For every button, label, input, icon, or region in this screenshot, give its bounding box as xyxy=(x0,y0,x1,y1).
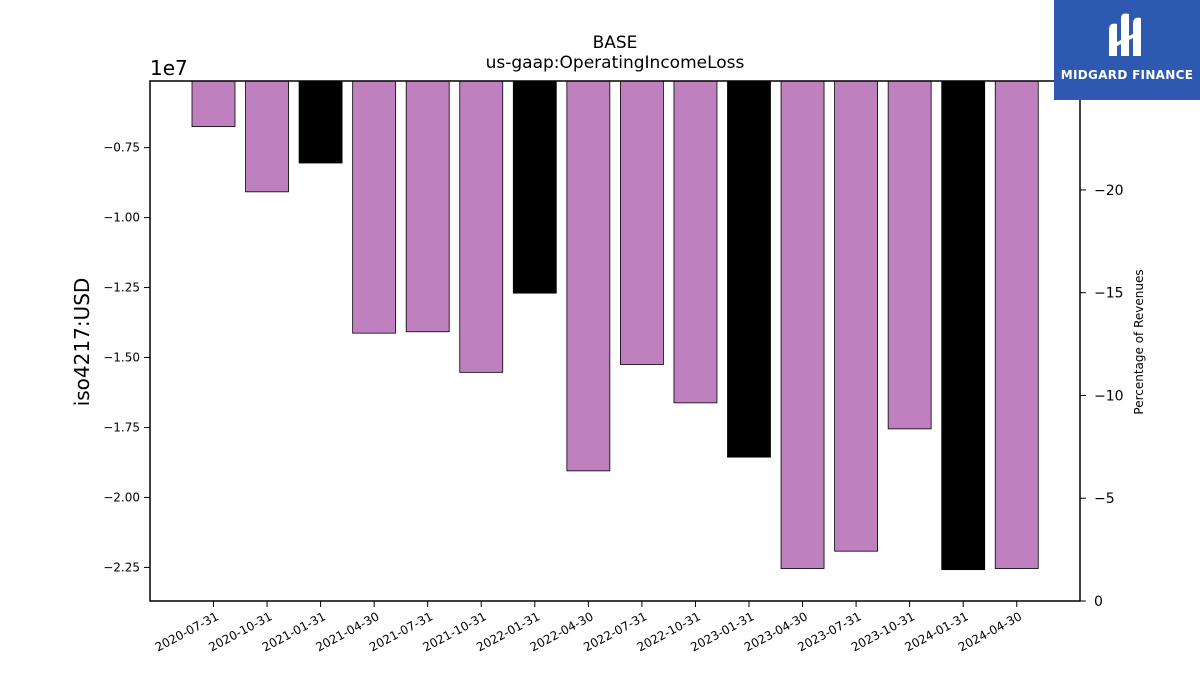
bar xyxy=(245,80,289,193)
bar xyxy=(834,80,878,552)
bars-group xyxy=(191,80,1039,571)
y2-axis-label: Percentage of Revenues xyxy=(1132,269,1146,414)
y2-tick-label: −20 xyxy=(1094,183,1124,199)
y-tick-label: −1.00 xyxy=(103,211,140,225)
y-axis-label: iso4217:USD xyxy=(70,278,94,407)
y-tick-label: −2.00 xyxy=(103,490,140,504)
chart-title: BASE xyxy=(593,33,638,53)
logo-mark-icon xyxy=(1109,13,1141,57)
bar xyxy=(566,80,611,472)
bar xyxy=(191,80,236,128)
bar xyxy=(941,80,986,571)
bar xyxy=(512,80,557,294)
y2-tick-label: −10 xyxy=(1094,388,1124,404)
y2-tick-label: 0 xyxy=(1094,594,1103,610)
bar xyxy=(887,80,932,430)
y2-tick-label: −15 xyxy=(1094,286,1124,302)
bar xyxy=(620,80,664,365)
bar xyxy=(298,80,343,164)
bar xyxy=(673,80,718,404)
bar xyxy=(352,80,397,334)
chart-subtitle: us-gaap:OperatingIncomeLoss xyxy=(486,53,745,73)
plot-frame xyxy=(149,80,1081,602)
bar xyxy=(780,80,825,569)
brand-logo: MIDGARD FINANCE xyxy=(1054,0,1200,100)
y-offset-label: 1e7 xyxy=(150,56,188,80)
y2-tick-label: −5 xyxy=(1094,491,1115,507)
y2-ticks: −20 −15 −10 −5 0 xyxy=(1080,183,1124,610)
x-ticks: 2020-07-312020-10-312021-01-312021-04-30… xyxy=(153,601,1024,654)
y-tick-label: −1.50 xyxy=(103,351,140,365)
y-tick-label: −0.75 xyxy=(103,141,140,155)
y-ticks: −0.75 −1.00 −1.25 −1.50 −1.75 −2.00 −2.25 xyxy=(103,141,150,574)
y-tick-label: −2.25 xyxy=(103,560,140,574)
bar xyxy=(459,80,504,373)
y-tick-label: −1.75 xyxy=(103,420,140,434)
bar xyxy=(994,80,1039,569)
logo-text: MIDGARD FINANCE xyxy=(1060,68,1194,82)
bar xyxy=(727,80,771,458)
y-tick-label: −1.25 xyxy=(103,281,140,295)
bar xyxy=(405,80,450,333)
